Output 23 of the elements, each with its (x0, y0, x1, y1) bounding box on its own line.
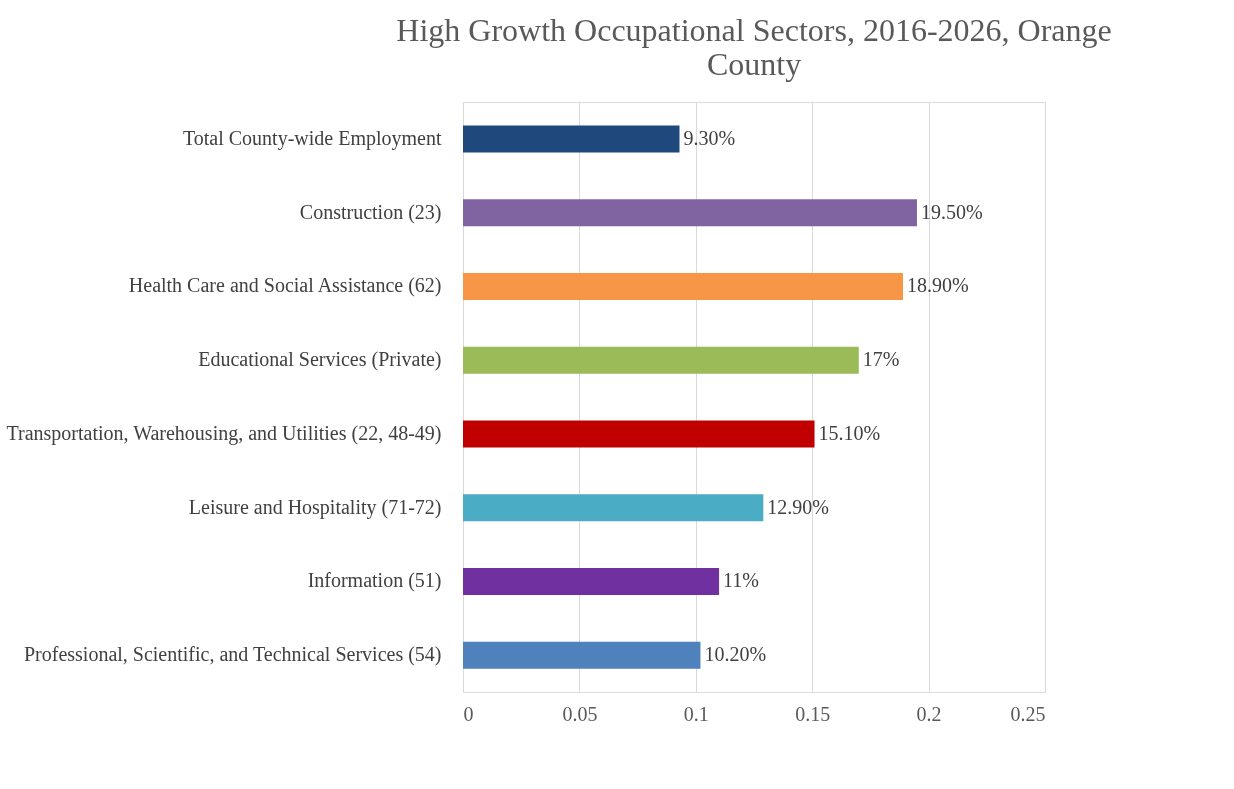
data-label: 9.30% (683, 126, 736, 149)
y-tick-label: Total County-wide Employment (182, 126, 442, 150)
y-tick-label: Information (51) (307, 569, 442, 593)
x-tick-label: 0.2 (916, 702, 942, 725)
data-label: 17% (862, 348, 900, 371)
x-tick-label: 0.15 (795, 702, 831, 725)
y-tick-label: Educational Services (Private) (198, 348, 442, 372)
y-tick-label: Professional, Scientific, and Technical Services (54) (23, 643, 442, 667)
data-label: 19.50% (920, 200, 983, 223)
x-tick-label: 0.1 (683, 702, 709, 725)
y-tick-label: Construction (23) (299, 200, 442, 224)
y-tick-label: Leisure and Hospitality (71-72) (188, 495, 442, 519)
chart-title: High Growth Occupational Sectors, 2016-2026, Orange County (396, 12, 1112, 82)
data-label: 15.10% (818, 421, 881, 444)
x-tick-label: 0.05 (562, 702, 598, 725)
x-tick-label: 0.25 (1010, 702, 1046, 725)
x-tick-label: 0 (463, 702, 474, 725)
data-label: 11% (723, 569, 759, 592)
data-label: 10.20% (704, 643, 767, 666)
data-label: 12.90% (767, 495, 829, 518)
y-tick-label: Transportation, Warehousing, and Utilities (22, 48-49) (6, 421, 442, 445)
data-label: 18.90% (906, 274, 969, 297)
y-tick-label: Health Care and Social Assistance (62) (128, 274, 442, 298)
